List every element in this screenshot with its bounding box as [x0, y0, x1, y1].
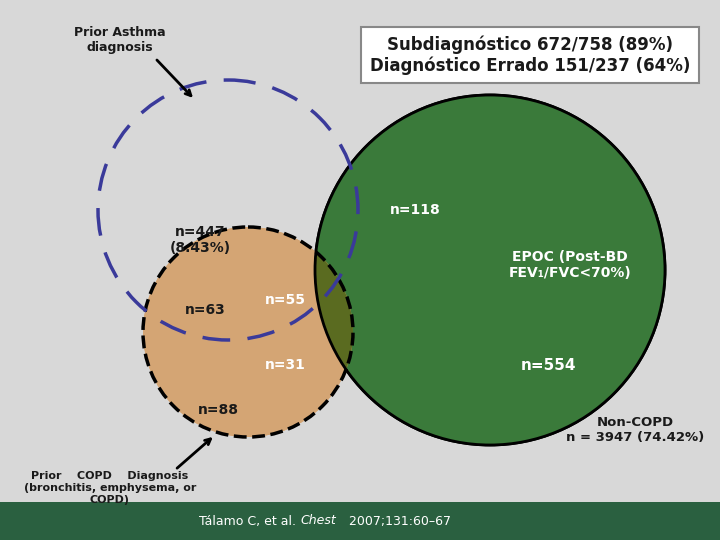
- Text: Subdiagnóstico 672/758 (89%)
Diagnóstico Errado 151/237 (64%): Subdiagnóstico 672/758 (89%) Diagnóstico…: [370, 35, 690, 75]
- Bar: [0, 502, 720, 540]
- Text: Non-COPD
n = 3947 (74.42%): Non-COPD n = 3947 (74.42%): [566, 416, 704, 444]
- Text: n=447
(8.43%): n=447 (8.43%): [169, 225, 230, 255]
- Text: n=63: n=63: [184, 303, 225, 317]
- Circle shape: [143, 227, 353, 437]
- Text: n=118: n=118: [390, 203, 441, 217]
- Circle shape: [143, 227, 353, 437]
- Circle shape: [143, 227, 353, 437]
- Circle shape: [315, 95, 665, 445]
- Text: n=55: n=55: [264, 293, 305, 307]
- Text: EPOC (Post-BD
FEV₁/FVC<70%): EPOC (Post-BD FEV₁/FVC<70%): [508, 250, 631, 280]
- Text: n=554: n=554: [521, 357, 576, 373]
- Circle shape: [315, 95, 665, 445]
- Text: Prior Asthma
diagnosis: Prior Asthma diagnosis: [74, 26, 166, 54]
- Text: Tálamo C, et al.: Tálamo C, et al.: [199, 515, 300, 528]
- Text: 2007;131:60–67: 2007;131:60–67: [345, 515, 451, 528]
- Text: n=88: n=88: [197, 403, 238, 417]
- Text: Chest: Chest: [300, 515, 336, 528]
- Text: Prior    COPD    Diagnosis
(bronchitis, emphysema, or
COPD): Prior COPD Diagnosis (bronchitis, emphys…: [24, 471, 196, 504]
- Text: n=31: n=31: [264, 358, 305, 372]
